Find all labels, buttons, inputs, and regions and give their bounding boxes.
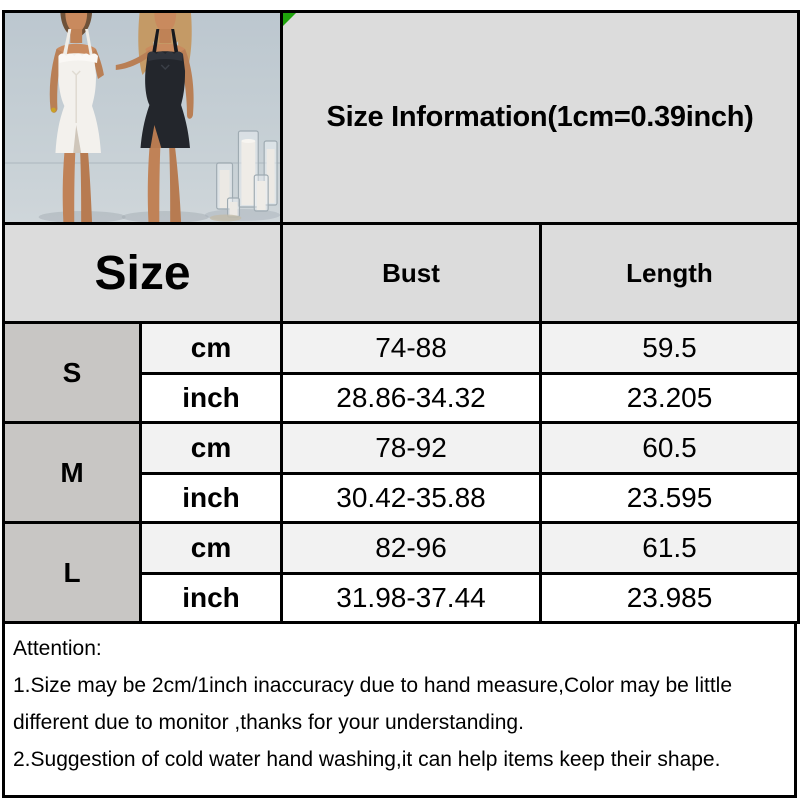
s-bust-cm: 74-88: [280, 321, 542, 375]
attention-heading: Attention:: [13, 637, 102, 660]
s-bust-inch: 28.86-34.32: [280, 372, 542, 424]
row-m-cm: M cm 78-92 60.5: [2, 421, 800, 524]
row-l-cm: L cm 82-96 61.5: [2, 521, 800, 624]
l-bust-cm: 82-96: [280, 521, 542, 575]
l-length-cm: 61.5: [538, 521, 800, 575]
attention-line: 2.Suggestion of cold water hand washing,…: [13, 748, 721, 771]
green-corner-icon: [284, 14, 296, 26]
size-info-title-cell: Size Information(1cm=0.39inch): [279, 10, 800, 225]
attention-line: different due to monitor ,thanks for you…: [13, 711, 524, 734]
s-length-inch: 23.205: [538, 372, 800, 424]
model-white-dress: [49, 14, 104, 221]
bust-column-header: Bust: [280, 222, 542, 324]
m-bust-cm: 78-92: [280, 421, 542, 475]
size-column-header: Size: [2, 222, 283, 324]
attention-notes: Attention: 1.Size may be 2cm/1inch inacc…: [2, 621, 797, 798]
m-bust-inch: 30.42-35.88: [280, 472, 542, 524]
m-length-inch: 23.595: [538, 472, 800, 524]
unit-label-inch: inch: [139, 472, 283, 524]
unit-label-inch: inch: [139, 372, 283, 424]
product-photo: [2, 10, 283, 225]
model-black-dress: [115, 14, 194, 221]
unit-label-inch: inch: [139, 572, 283, 624]
l-length-inch: 23.985: [538, 572, 800, 624]
table-header-row: Size Bust Length: [2, 222, 800, 324]
attention-line: 1.Size may be 2cm/1inch inaccuracy due t…: [13, 674, 733, 697]
row-s-inch: inch 28.86-34.32 23.205: [4, 372, 800, 424]
length-column-header: Length: [538, 222, 800, 324]
candles: [209, 130, 278, 221]
unit-label-cm: cm: [139, 421, 283, 475]
unit-label-cm: cm: [139, 321, 283, 375]
row-m-inch: inch 30.42-35.88 23.595: [4, 472, 800, 524]
size-label-m: M: [2, 421, 142, 524]
s-length-cm: 59.5: [538, 321, 800, 375]
size-info-card: Size Information(1cm=0.39inch) Size Bust…: [2, 10, 800, 798]
size-table: Size Information(1cm=0.39inch) Size Bust…: [2, 10, 800, 624]
size-label-l: L: [2, 521, 142, 624]
photo-title-row: Size Information(1cm=0.39inch): [2, 10, 800, 225]
page-title: Size Information(1cm=0.39inch): [326, 101, 754, 133]
unit-label-cm: cm: [139, 521, 283, 575]
row-l-inch: inch 31.98-37.44 23.985: [4, 572, 800, 624]
product-photo-illustration: [6, 14, 279, 221]
row-s-cm: S cm 74-88 59.5: [2, 321, 800, 424]
size-label-s: S: [2, 321, 142, 424]
l-bust-inch: 31.98-37.44: [280, 572, 542, 624]
m-length-cm: 60.5: [538, 421, 800, 475]
